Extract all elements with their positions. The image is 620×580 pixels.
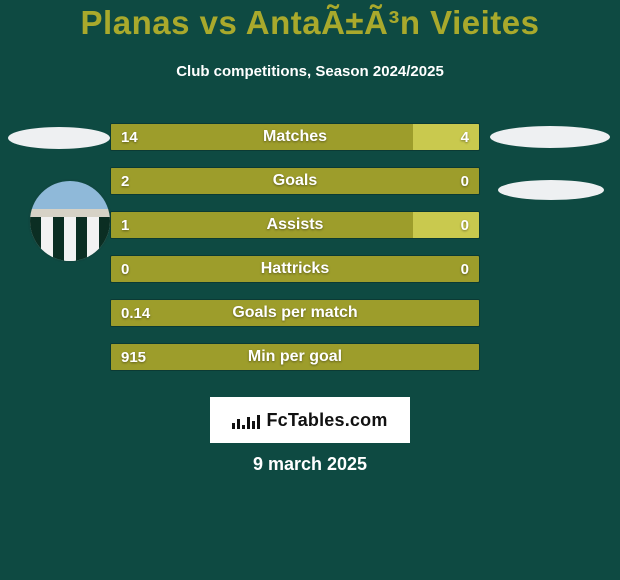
stat-label: Min per goal (111, 344, 479, 370)
stat-row: 10Assists (110, 211, 480, 239)
stat-row: 20Goals (110, 167, 480, 195)
stat-label: Goals (111, 168, 479, 194)
stat-label: Goals per match (111, 300, 479, 326)
stat-label: Matches (111, 124, 479, 150)
footer-date: 9 march 2025 (0, 454, 620, 475)
placeholder-oval-right-1 (490, 126, 610, 148)
branding-bars-icon (232, 411, 260, 429)
club-badge-stripes (30, 217, 110, 261)
stat-row: 915Min per goal (110, 343, 480, 371)
branding-text: FcTables.com (266, 410, 387, 431)
branding-badge: FcTables.com (210, 397, 410, 443)
stat-row: 00Hattricks (110, 255, 480, 283)
stat-label: Hattricks (111, 256, 479, 282)
placeholder-oval-right-2 (498, 180, 604, 200)
club-badge (28, 179, 112, 263)
comparison-chart: 144Matches 20Goals 10Assists 00Hattricks 0.1… (110, 123, 480, 387)
stage: Planas vs AntaÃ±Ã³n Vieites Club competi… (0, 0, 620, 580)
stat-row: 144Matches (110, 123, 480, 151)
stat-label: Assists (111, 212, 479, 238)
page-subtitle: Club competitions, Season 2024/2025 (0, 63, 620, 80)
page-title: Planas vs AntaÃ±Ã³n Vieites (0, 4, 620, 42)
stat-row: 0.14Goals per match (110, 299, 480, 327)
placeholder-oval-left (8, 127, 110, 149)
